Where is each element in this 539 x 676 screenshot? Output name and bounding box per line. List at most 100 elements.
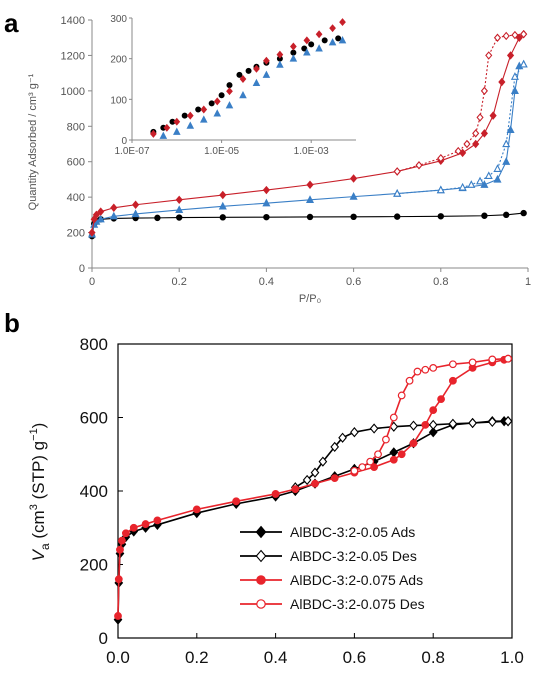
ylabel-v: V xyxy=(29,548,48,561)
panel-b-x-tick-label: 0.6 xyxy=(343,648,367,667)
panel-b-point xyxy=(338,432,347,443)
panel-b-point xyxy=(310,467,320,478)
panel-a-x-tick-label: 0.2 xyxy=(172,276,187,288)
legend-marker-3 xyxy=(256,599,266,609)
inset-point xyxy=(173,127,181,135)
chart-panel-b: 0.0 0.2 0.4 0.6 0.8 1.0 0 200 400 600 800 Va (cm3 … xyxy=(28,335,524,667)
panel-b-point xyxy=(504,354,512,363)
panel-a-point xyxy=(454,146,462,156)
panel-b-point xyxy=(121,529,130,538)
panel-a-y-tick-label: 1000 xyxy=(61,86,85,98)
panel-b-point xyxy=(468,358,477,367)
inset-point xyxy=(213,97,221,106)
inset-point xyxy=(276,60,284,68)
panel-a-point xyxy=(305,195,315,203)
panel-a-point xyxy=(493,174,502,183)
panel-a-y-tick-label: 800 xyxy=(67,121,85,133)
inset-point xyxy=(290,49,297,56)
panel-a-point xyxy=(175,195,183,205)
panel-b-x-tick-label: 0.8 xyxy=(421,648,445,667)
panel-a-point xyxy=(349,192,358,200)
panel-a-point xyxy=(263,213,270,221)
inset-point xyxy=(335,35,342,42)
ylabel-sup3: 3 xyxy=(28,504,40,510)
inset-point xyxy=(181,112,188,119)
panel-a-point xyxy=(502,31,510,41)
panel-a-point xyxy=(520,209,527,217)
panel-a-point xyxy=(502,157,511,165)
inset-point xyxy=(186,111,194,120)
inset-point xyxy=(199,115,208,123)
ylabel-rest2: (STP) g xyxy=(29,441,48,504)
panel-b-point xyxy=(405,376,414,385)
panel-a-x-tick-label: 0 xyxy=(89,276,95,288)
panel-b-point xyxy=(409,439,418,448)
inset-point xyxy=(239,90,247,99)
panel-b-point xyxy=(409,420,418,431)
panel-b-point xyxy=(382,435,390,444)
inset-point xyxy=(195,106,202,113)
panel-label-b: b xyxy=(4,308,20,338)
panel-a-point xyxy=(394,213,401,220)
panel-a-point xyxy=(393,189,402,197)
inset-y-tick-label: 100 xyxy=(110,95,127,106)
inset-point xyxy=(208,100,215,107)
panel-a-point xyxy=(485,51,493,60)
panel-b-axes: 0.0 0.2 0.4 0.6 0.8 1.0 0 200 400 600 800 xyxy=(80,335,524,667)
inset-y-tick-label: 200 xyxy=(110,55,127,66)
panel-a-point xyxy=(131,209,140,218)
panel-b-point xyxy=(271,490,280,498)
panel-a-y-tick-label: 1400 xyxy=(61,15,85,27)
panel-b-y-tick-label: 600 xyxy=(80,409,108,428)
ylabel-supm1: −1 xyxy=(28,428,40,441)
panel-a-series-line-2 xyxy=(397,63,525,195)
inset-point xyxy=(308,41,315,48)
panel-b-point xyxy=(428,419,438,430)
inset-point xyxy=(163,123,171,132)
panel-a-point xyxy=(498,77,506,87)
panel-a-y-tick-label: 400 xyxy=(67,192,85,204)
panel-b-series xyxy=(113,354,513,625)
inset-point xyxy=(150,129,157,138)
inset-point xyxy=(321,37,328,44)
inset-point xyxy=(239,75,247,83)
inset-point xyxy=(186,121,195,129)
legend-label-0: AlBDC-3:2-0.05 Ads xyxy=(290,524,415,540)
panel-a-point xyxy=(493,164,502,172)
panel-a-point xyxy=(218,201,227,210)
panel-b-point xyxy=(449,376,457,385)
panel-a-point xyxy=(262,185,270,195)
panel-b-point xyxy=(488,355,497,364)
panel-b-point xyxy=(232,497,241,506)
panel-b-point xyxy=(369,423,379,434)
panel-a-point xyxy=(480,86,488,96)
inset-point xyxy=(276,50,284,59)
panel-a-point xyxy=(520,29,528,39)
inset-point xyxy=(315,30,323,39)
inset-point xyxy=(262,70,271,78)
inset-chart: 1.0E-07 1.0E-05 1.0E-03 0 100 200 300 xyxy=(110,14,356,157)
inset-point xyxy=(301,45,308,52)
inset-point xyxy=(213,109,222,117)
panel-b-y-tick-label: 400 xyxy=(80,482,108,501)
inset-point xyxy=(226,87,233,96)
panel-b-point xyxy=(291,485,300,494)
panel-b-point xyxy=(429,406,438,415)
inset-x-tick-label: 1.0E-03 xyxy=(294,146,329,157)
panel-b-point xyxy=(118,536,126,545)
panel-b-x-tick-label: 0.4 xyxy=(264,648,288,667)
panel-b-point xyxy=(413,367,422,376)
panel-b-point xyxy=(366,457,375,466)
ylabel-sub: a xyxy=(38,543,52,550)
panel-b-y-tick-label: 0 xyxy=(99,629,108,648)
inset-point xyxy=(339,18,346,27)
panel-b-point xyxy=(437,395,445,404)
panel-a-point xyxy=(484,171,493,180)
panel-b-point xyxy=(428,427,438,438)
panel-a-point xyxy=(510,72,519,80)
inset-point xyxy=(263,56,270,65)
panel-b-legend: AlBDC-3:2-0.05 Ads AlBDC-3:2-0.05 Des AlBD… xyxy=(240,524,425,612)
panel-b-point xyxy=(311,479,319,488)
panel-a-point xyxy=(481,212,488,219)
